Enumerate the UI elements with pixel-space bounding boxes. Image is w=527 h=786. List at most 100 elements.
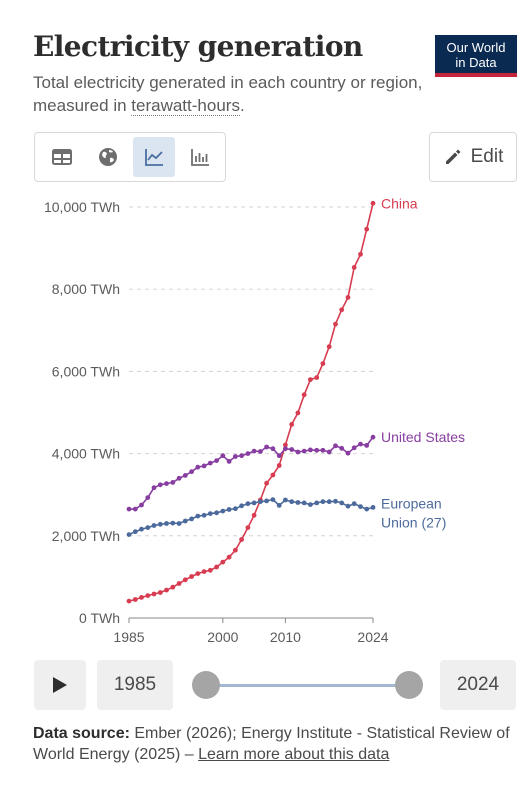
data-point — [182, 473, 188, 478]
y-tick-label: 6,000 TWh — [52, 363, 120, 379]
series-line — [128, 498, 374, 536]
data-point — [164, 587, 169, 593]
data-point — [339, 500, 345, 506]
source-label: Data source: — [33, 725, 130, 742]
data-point — [239, 453, 245, 459]
data-point — [214, 458, 220, 463]
data-point — [301, 392, 307, 398]
subtitle-text: Total electricity generated in each coun… — [33, 73, 423, 115]
data-point — [308, 447, 313, 453]
data-point — [358, 251, 363, 257]
data-point — [270, 446, 276, 452]
data-point — [233, 547, 238, 553]
data-point — [283, 442, 288, 448]
chart-title: Electricity generation — [33, 30, 363, 63]
data-point — [139, 526, 144, 532]
chart-subtitle: Total electricity generated in each coun… — [33, 71, 453, 117]
data-point — [157, 521, 163, 527]
data-point — [333, 321, 338, 327]
edit-label: Edit — [470, 146, 504, 167]
source-text: Ember (2026); Energy Institute - Statist… — [33, 725, 510, 763]
data-point — [201, 463, 207, 469]
data-point — [326, 499, 332, 505]
data-point — [139, 502, 144, 508]
data-point — [245, 501, 251, 507]
data-point — [239, 503, 245, 509]
tab-bar-chart[interactable] — [179, 137, 221, 177]
data-point — [195, 464, 201, 470]
timeline-end-handle[interactable] — [395, 671, 423, 699]
grid-lines — [129, 206, 373, 619]
line-chart: 0 TWh 2,000 TWh 4,000 TWh 6,000 TWh 8,000 TW… — [44, 195, 465, 645]
pencil-icon — [445, 149, 461, 164]
series-label: Union (27) — [381, 514, 446, 530]
data-point — [226, 459, 232, 464]
end-year-button[interactable]: 2024 — [440, 660, 516, 710]
data-point — [326, 344, 332, 350]
timeline-start-handle[interactable] — [192, 671, 220, 699]
data-point — [345, 450, 351, 456]
data-point — [308, 502, 313, 507]
data-point — [358, 504, 363, 509]
data-point — [220, 453, 226, 459]
data-point — [220, 508, 226, 514]
data-point — [201, 569, 207, 574]
data-point — [157, 482, 163, 488]
x-tick-label: 2024 — [357, 629, 388, 645]
tab-line-chart[interactable] — [133, 137, 175, 177]
data-point — [195, 513, 201, 519]
tab-map[interactable] — [87, 137, 129, 177]
data-point — [145, 593, 151, 598]
data-point — [164, 481, 169, 486]
data-point — [189, 516, 195, 522]
data-point — [339, 307, 345, 313]
data-point — [351, 501, 357, 507]
data-point — [189, 574, 195, 579]
data-point — [320, 447, 326, 453]
series-line — [129, 436, 374, 510]
tab-table[interactable] — [41, 137, 83, 177]
data-point — [157, 590, 163, 595]
data-point — [233, 454, 238, 459]
data-point — [276, 463, 282, 468]
play-button[interactable] — [34, 660, 86, 710]
data-point — [351, 445, 357, 451]
learn-more-link[interactable]: Learn more about this data — [198, 746, 390, 763]
data-point — [326, 449, 332, 455]
series-labels: China United States European Union (27) — [381, 195, 465, 530]
data-point — [201, 512, 207, 518]
data-point — [339, 445, 345, 451]
data-point — [295, 500, 301, 505]
timeline-slider-track[interactable] — [205, 684, 409, 687]
data-point — [151, 485, 157, 491]
data-point — [251, 500, 257, 506]
data-point — [370, 434, 376, 440]
x-tick-label: 2010 — [270, 629, 301, 645]
subtitle-end: . — [239, 96, 245, 115]
map-icon — [99, 148, 117, 166]
series-label: United States — [381, 429, 465, 445]
logo-line-2: in Data — [455, 55, 497, 70]
data-point — [314, 447, 320, 453]
data-point — [289, 447, 295, 452]
x-axis-ticks: 1985 2000 2010 2024 — [113, 618, 389, 645]
data-point — [264, 498, 269, 504]
edit-button[interactable]: Edit — [429, 132, 517, 182]
series — [126, 200, 376, 604]
data-point — [251, 448, 257, 454]
data-point — [295, 449, 301, 455]
data-point — [364, 506, 370, 512]
data-point — [126, 598, 132, 604]
data-point — [264, 480, 269, 486]
data-point — [314, 500, 320, 506]
owid-logo[interactable]: Our World in Data — [435, 35, 517, 77]
data-source-note: Data source: Ember (2026); Energy Instit… — [33, 723, 513, 765]
data-point — [345, 503, 351, 509]
data-point — [176, 581, 182, 586]
subtitle-term-link[interactable]: terawatt-hours — [131, 96, 240, 116]
data-point — [283, 446, 288, 452]
play-icon — [53, 677, 67, 693]
start-year-button[interactable]: 1985 — [97, 660, 173, 710]
data-point — [301, 500, 307, 506]
data-point — [132, 506, 138, 512]
